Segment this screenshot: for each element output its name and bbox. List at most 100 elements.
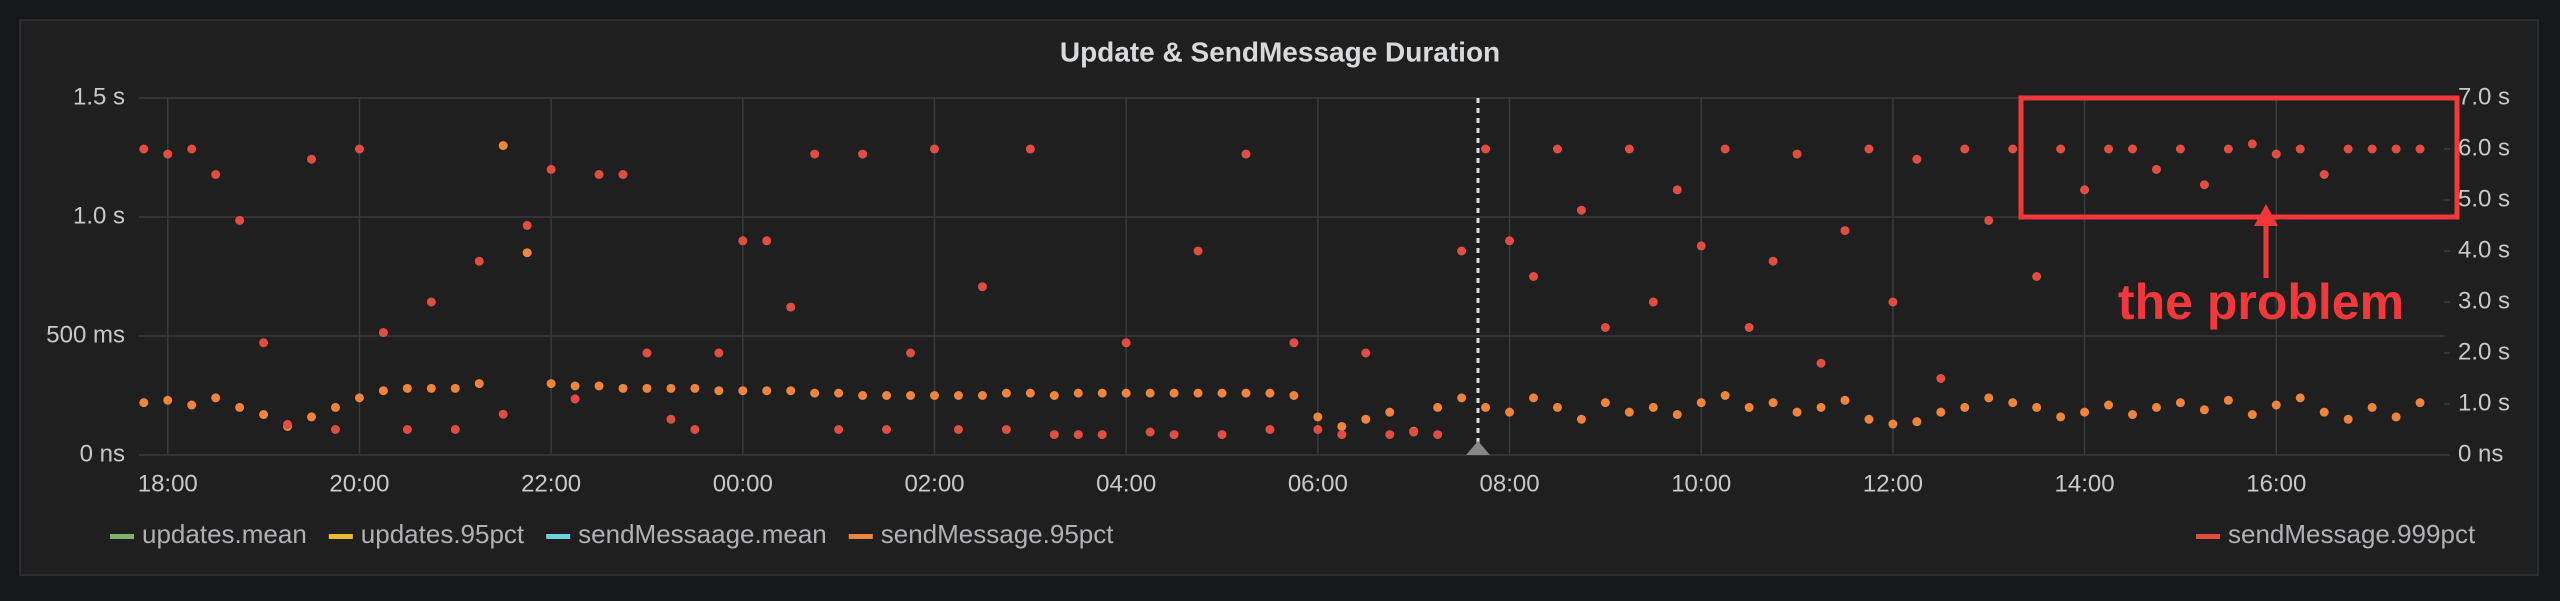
data-point xyxy=(1289,338,1299,348)
x-tick-label: 06:00 xyxy=(1288,470,1348,497)
legend-item: sendMessage.999pct xyxy=(2196,519,2476,549)
data-point xyxy=(1864,144,1874,154)
data-point xyxy=(1720,144,1730,154)
data-point xyxy=(522,248,532,258)
data-point xyxy=(2128,144,2138,154)
data-point xyxy=(1193,388,1203,398)
legend-item: updates.mean xyxy=(110,519,307,549)
y-tick-label: 0 ns xyxy=(80,440,125,467)
data-point xyxy=(1265,425,1275,434)
data-point xyxy=(211,393,221,403)
legend-label: sendMessage.95pct xyxy=(881,519,1114,549)
data-point xyxy=(1169,388,1179,398)
data-point xyxy=(1097,430,1107,440)
data-point xyxy=(1241,149,1251,159)
data-point xyxy=(786,386,796,396)
data-point xyxy=(187,400,197,410)
data-point xyxy=(2367,144,2377,154)
data-point xyxy=(929,144,939,154)
data-point xyxy=(858,391,868,400)
data-point xyxy=(618,170,628,179)
data-point xyxy=(834,388,844,398)
data-point xyxy=(1696,241,1706,251)
data-point xyxy=(522,221,532,230)
data-point xyxy=(1169,430,1179,440)
data-point xyxy=(642,348,652,358)
legend-label: sendMessage.999pct xyxy=(2228,519,2476,549)
data-point xyxy=(1025,388,1035,398)
data-point xyxy=(1001,425,1011,434)
data-point xyxy=(666,383,676,393)
data-point xyxy=(307,154,317,164)
data-point xyxy=(1265,388,1275,398)
data-point xyxy=(2319,407,2329,417)
data-point xyxy=(2295,144,2305,154)
legend-swatch xyxy=(110,534,134,539)
x-tick-label: 10:00 xyxy=(1671,470,1731,497)
legend-item: updates.95pct xyxy=(328,519,525,549)
data-point xyxy=(906,391,916,400)
data-point xyxy=(139,144,149,154)
x-tick-label: 02:00 xyxy=(904,470,964,497)
data-point xyxy=(2247,410,2257,420)
x-tick-label: 16:00 xyxy=(2246,470,2306,497)
data-point xyxy=(762,236,772,246)
y-tick-label: 500 ms xyxy=(46,321,125,348)
data-point xyxy=(570,381,580,391)
y2-tick-label: 1.0 s xyxy=(2458,389,2510,416)
legend-label: sendMessaage.mean xyxy=(578,519,827,549)
x-tick-label: 08:00 xyxy=(1480,470,1540,497)
data-point xyxy=(762,386,772,396)
data-point xyxy=(2008,398,2018,408)
data-point xyxy=(810,388,820,398)
data-point xyxy=(594,381,604,391)
y2-tick-label: 3.0 s xyxy=(2458,287,2510,314)
data-point xyxy=(498,409,508,419)
data-point xyxy=(426,383,436,393)
data-point xyxy=(1648,297,1658,307)
legend-swatch xyxy=(848,534,873,539)
data-point xyxy=(1457,393,1467,403)
data-point xyxy=(498,141,508,151)
data-point xyxy=(1672,185,1682,195)
data-point xyxy=(2104,400,2114,410)
data-point xyxy=(1385,430,1395,440)
y2-tick-label: 5.0 s xyxy=(2458,185,2510,212)
data-point xyxy=(1648,402,1658,412)
data-point xyxy=(2223,395,2233,405)
data-point xyxy=(594,170,604,179)
data-point xyxy=(2104,144,2114,154)
data-point xyxy=(906,348,916,358)
data-point xyxy=(1696,398,1706,408)
annotation: the problem xyxy=(2118,274,2404,330)
data-point xyxy=(1720,391,1730,400)
highlight-box xyxy=(2018,95,2460,220)
x-tick-label: 00:00 xyxy=(713,470,773,497)
data-point xyxy=(354,393,364,403)
data-point xyxy=(1337,430,1347,440)
data-point xyxy=(1912,417,1922,427)
data-point xyxy=(2223,144,2233,154)
data-point xyxy=(1672,410,1682,420)
y2-tick-label: 6.0 s xyxy=(2458,134,2510,161)
data-point xyxy=(1552,402,1562,412)
data-point xyxy=(378,386,388,396)
data-point xyxy=(953,391,963,400)
data-point xyxy=(1001,388,1011,398)
x-tick-label: 20:00 xyxy=(329,470,389,497)
y-tick-label: 1.5 s xyxy=(73,83,125,110)
data-point xyxy=(1121,338,1131,348)
data-point xyxy=(666,414,676,424)
time-marker-handle xyxy=(1466,441,1490,455)
data-point xyxy=(139,398,149,408)
data-point xyxy=(2151,164,2161,174)
data-point xyxy=(1792,407,1802,417)
data-point xyxy=(2199,180,2209,190)
data-point xyxy=(163,395,173,405)
data-point xyxy=(1217,430,1227,440)
y2-tick-label: 7.0 s xyxy=(2458,83,2510,110)
data-point xyxy=(235,215,245,225)
data-point xyxy=(2247,139,2257,149)
data-point xyxy=(1624,407,1634,417)
